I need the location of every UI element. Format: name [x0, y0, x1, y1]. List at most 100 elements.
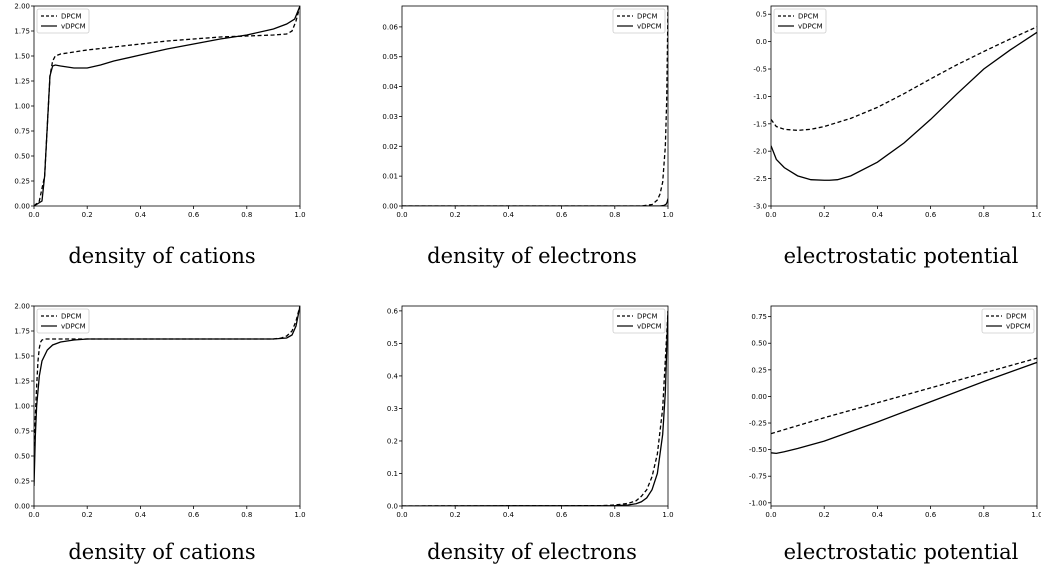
legend-label-dpcm: DPCM: [637, 13, 658, 21]
x-tick-label: 0.8: [978, 211, 989, 219]
y-tick-label: 0.25: [14, 478, 30, 486]
legend-label-dpcm: DPCM: [1006, 313, 1027, 321]
y-tick-label: 0.4: [387, 372, 399, 380]
series-line-vdpcm: [402, 198, 668, 206]
y-tick-label: 0.6: [387, 307, 399, 315]
x-tick-label: 0.6: [556, 211, 568, 219]
x-tick-label: 0.0: [28, 211, 39, 219]
chart-caption: density of electrons: [427, 244, 637, 268]
chart-panel-3: 0.0 0.2 0.4 0.6 0.8 1.0 -3.0 -2.5 -2.0 -1.5 -1.0 -0…: [753, 5, 1041, 219]
legend-label-dpcm: DPCM: [61, 13, 82, 21]
chart-caption: density of electrons: [427, 540, 637, 564]
y-tick-label: 0.00: [751, 393, 767, 401]
x-tick-label: 0.6: [188, 511, 200, 519]
chart-caption: density of cations: [68, 540, 256, 564]
y-tick-label: 1.50: [14, 53, 30, 61]
x-tick-label: 0.0: [396, 511, 407, 519]
x-tick-label: 0.2: [450, 511, 461, 519]
series-line-dpcm: [402, 6, 668, 206]
legend-box: [36, 8, 90, 34]
chart-panel-4: 0.0 0.2 0.4 0.6 0.8 1.0 0.00 0.25 0.50 0.75 1.00 1.…: [14, 303, 305, 520]
y-tick-label: 0.02: [382, 143, 398, 151]
y-tick-label: 0.01: [382, 173, 398, 181]
y-tick-label: -0.50: [749, 446, 767, 454]
plot-frame: [33, 305, 301, 507]
y-tick-label: 0.04: [382, 83, 398, 91]
x-tick-label: 0.2: [450, 211, 461, 219]
y-tick-label: 0.25: [14, 178, 30, 186]
x-tick-label: 0.4: [872, 511, 884, 519]
y-tick-label: 0.50: [14, 453, 30, 461]
y-tick-label: 0.25: [751, 366, 767, 374]
x-tick-label: 0.0: [765, 511, 776, 519]
x-tick-label: 0.6: [556, 511, 568, 519]
legend-label-vdpcm: vDPCM: [61, 323, 86, 331]
y-tick-label: 0.00: [14, 203, 30, 211]
x-tick-label: 1.0: [1031, 511, 1041, 519]
x-tick-label: 1.0: [294, 211, 305, 219]
legend-label-dpcm: DPCM: [637, 313, 658, 321]
legend-label-vdpcm: vDPCM: [798, 23, 823, 31]
x-tick-label: 0.4: [135, 211, 147, 219]
y-tick-label: 1.25: [14, 78, 30, 86]
y-tick-label: 1.00: [14, 403, 30, 411]
y-tick-label: -3.0: [753, 203, 767, 211]
x-tick-label: 0.2: [819, 511, 830, 519]
y-tick-label: 1.75: [14, 28, 30, 36]
legend-label-dpcm: DPCM: [61, 313, 82, 321]
plot-frame: [401, 305, 669, 507]
legend-label-vdpcm: vDPCM: [61, 23, 86, 31]
y-tick-label: 0.3: [387, 405, 398, 413]
y-tick-label: 0.1: [387, 470, 398, 478]
chart-panel-5: 0.0 0.2 0.4 0.6 0.8 1.0 0.0 0.1 0.2 0.3 0.4 0.5 0.6 D…: [387, 305, 674, 519]
x-tick-label: 1.0: [1031, 211, 1041, 219]
chart-caption: density of cations: [68, 244, 256, 268]
y-tick-label: 0.2: [387, 437, 398, 445]
x-tick-label: 0.6: [925, 511, 937, 519]
x-tick-label: 0.8: [241, 211, 252, 219]
y-tick-label: 0.0: [387, 503, 398, 511]
x-tick-label: 0.8: [609, 511, 620, 519]
y-tick-label: -1.00: [749, 499, 767, 507]
legend-label-vdpcm: vDPCM: [1006, 323, 1031, 331]
y-tick-label: 0.75: [14, 128, 30, 136]
legend: DPCM vDPCM: [36, 308, 90, 334]
series-line-vdpcm: [771, 361, 1037, 454]
legend-label-vdpcm: vDPCM: [637, 23, 662, 31]
x-tick-label: 0.2: [82, 511, 93, 519]
y-tick-label: 1.25: [14, 378, 30, 386]
plot-frame: [401, 5, 669, 207]
y-tick-label: 2.00: [14, 3, 30, 11]
legend: DPCM vDPCM: [981, 308, 1035, 334]
chart-panel-2: 0.0 0.2 0.4 0.6 0.8 1.0 0.00 0.01 0.02 0.03 0.04 0.…: [382, 5, 674, 219]
y-tick-label: -2.0: [753, 148, 767, 156]
chart-panel-1: 0.0 0.2 0.4 0.6 0.8 1.0 0.00 0.25 0.50 0.75 1.00 1.…: [14, 3, 305, 220]
x-tick-label: 0.2: [819, 211, 830, 219]
y-tick-label: -2.5: [753, 175, 767, 183]
y-tick-label: 0.5: [387, 340, 398, 348]
series-line-dpcm: [402, 310, 668, 506]
x-tick-label: 0.2: [82, 211, 93, 219]
legend-box: [612, 8, 666, 34]
series-line-dpcm: [34, 6, 300, 206]
series-line-dpcm: [771, 26, 1037, 132]
y-tick-label: 0.00: [382, 203, 398, 211]
y-tick-label: 0.75: [14, 428, 30, 436]
x-tick-label: 0.0: [765, 211, 776, 219]
y-tick-label: 0.75: [751, 313, 767, 321]
plot-frame: [770, 305, 1038, 507]
legend: DPCM vDPCM: [612, 8, 666, 34]
y-tick-label: 1.50: [14, 353, 30, 361]
series-line-vdpcm: [402, 310, 668, 506]
y-tick-label: 0.50: [751, 340, 767, 348]
legend-box: [612, 308, 666, 334]
y-tick-label: -1.5: [753, 120, 767, 128]
series-line-vdpcm: [771, 31, 1037, 181]
legend-box: [773, 8, 827, 34]
x-tick-label: 0.0: [396, 211, 407, 219]
x-tick-label: 1.0: [662, 511, 673, 519]
y-tick-label: -0.5: [753, 66, 767, 74]
plot-frame: [770, 5, 1038, 207]
legend-label-vdpcm: vDPCM: [637, 323, 662, 331]
series-line-dpcm: [34, 306, 300, 447]
